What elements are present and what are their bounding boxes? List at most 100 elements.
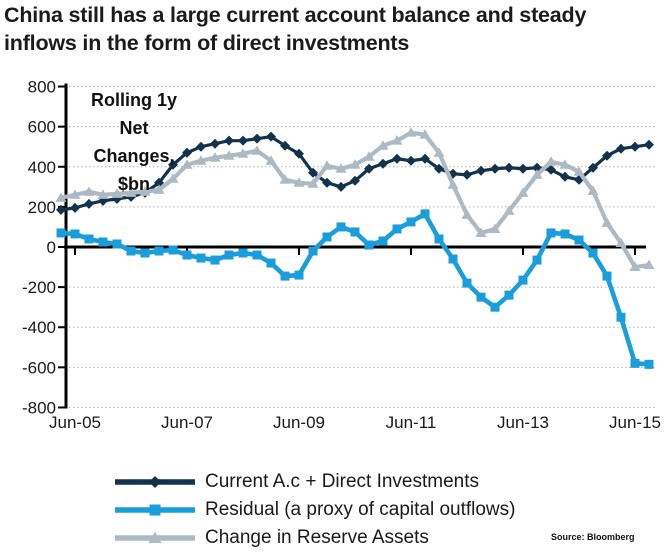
y-axis-label: -600 xyxy=(22,358,56,377)
diamond-marker xyxy=(462,169,472,180)
square-marker xyxy=(616,312,626,322)
diamond-marker xyxy=(644,139,654,150)
square-marker xyxy=(252,250,262,260)
chart-title-line1: China still has a large current account … xyxy=(4,3,587,27)
triangle-marker xyxy=(293,177,305,187)
diamond-marker xyxy=(420,153,430,164)
diamond-marker xyxy=(196,141,206,152)
square-marker xyxy=(140,248,150,258)
y-axis-label: 600 xyxy=(28,118,56,137)
chart-title-line2: inflows in the form of direct investment… xyxy=(4,31,410,55)
diamond-marker xyxy=(476,165,486,176)
diamond-marker xyxy=(252,133,262,144)
square-marker xyxy=(126,246,136,256)
triangle-marker xyxy=(517,187,529,197)
legend-item: Current A.c + Direct Investments xyxy=(112,468,515,496)
triangle-marker xyxy=(391,135,403,145)
triangle-marker xyxy=(475,227,487,237)
diamond-marker xyxy=(266,131,276,142)
diamond-marker xyxy=(406,155,416,166)
triangle-marker xyxy=(447,179,459,189)
chart-plot-svg: -800 -600 -400 -200 0 200 400 600 800 Jun-05 Jun-0… xyxy=(22,78,661,432)
legend-label: Change in Reserve Assets xyxy=(205,527,429,548)
triangle-marker xyxy=(148,531,162,543)
square-marker xyxy=(448,254,458,264)
triangle-marker xyxy=(251,145,263,155)
triangle-marker xyxy=(307,178,319,188)
legend-label: Current A.c + Direct Investments xyxy=(205,471,480,492)
square-marker xyxy=(154,246,164,256)
y-axis-label: -800 xyxy=(22,398,56,417)
square-marker xyxy=(532,255,542,265)
x-axis-label: Jun-13 xyxy=(497,413,549,432)
square-marker xyxy=(588,248,598,258)
triangle-marker xyxy=(153,184,165,194)
square-marker xyxy=(378,236,388,246)
triangle-marker xyxy=(643,259,655,270)
square-marker xyxy=(168,245,178,255)
triangle-marker xyxy=(111,188,123,198)
y-axis-label: 0 xyxy=(47,238,56,257)
y-axis-label: -200 xyxy=(22,278,56,297)
triangle-marker xyxy=(461,209,473,219)
triangle-marker xyxy=(167,173,179,183)
square-marker xyxy=(280,271,290,281)
triangle-marker xyxy=(265,155,277,165)
x-axis-label: Jun-07 xyxy=(161,413,213,432)
y-axis-label: 800 xyxy=(28,78,56,97)
chart-legend: Current A.c + Direct Investments Residua… xyxy=(112,468,515,552)
x-axis-label: Jun-11 xyxy=(386,413,437,432)
series-triangle xyxy=(55,127,655,272)
square-marker xyxy=(406,217,416,227)
diamond-marker xyxy=(434,163,444,174)
diamond-marker xyxy=(224,135,234,146)
diamond-marker xyxy=(294,148,304,159)
triangle-marker xyxy=(419,129,431,139)
diamond-marker xyxy=(560,171,570,182)
square-marker xyxy=(308,246,318,256)
triangle-marker xyxy=(405,127,417,137)
triangle-marker xyxy=(223,150,235,160)
series-line xyxy=(60,135,650,212)
square-marker xyxy=(546,228,556,238)
series-square xyxy=(56,209,654,369)
square-marker xyxy=(238,248,248,258)
chart-area: -800 -600 -400 -200 0 200 400 600 800 Jun-05 Jun-0… xyxy=(0,70,669,450)
square-marker xyxy=(56,228,66,238)
diamond-marker xyxy=(602,150,612,161)
triangle-marker xyxy=(209,152,221,162)
triangle-marker xyxy=(531,169,543,179)
y-axis-label: 400 xyxy=(28,158,56,177)
square-marker xyxy=(322,232,332,242)
x-axis-label: Jun-09 xyxy=(273,413,325,432)
square-marker xyxy=(630,358,640,368)
triangle-marker xyxy=(433,147,445,157)
triangle-marker xyxy=(363,151,375,161)
diamond-marker xyxy=(308,167,318,178)
square-marker xyxy=(574,235,584,245)
x-axis-label: Jun-15 xyxy=(609,413,661,432)
square-marker xyxy=(182,250,192,260)
legend-swatch-square-icon xyxy=(115,504,195,516)
legend-label: Residual (a proxy of capital outflows) xyxy=(205,499,516,520)
square-marker xyxy=(434,234,444,244)
y-axis-label: -400 xyxy=(22,318,56,337)
square-marker xyxy=(518,275,528,285)
square-marker xyxy=(350,227,360,237)
square-marker xyxy=(336,222,346,232)
triangle-marker xyxy=(489,223,501,233)
square-marker xyxy=(364,240,374,250)
diamond-marker xyxy=(364,163,374,174)
triangle-marker xyxy=(97,189,109,199)
square-marker xyxy=(602,271,612,281)
square-marker xyxy=(70,229,80,239)
diamond-marker xyxy=(210,138,220,149)
square-marker xyxy=(84,234,94,244)
square-marker xyxy=(644,359,654,369)
diamond-marker xyxy=(616,143,626,154)
triangle-marker xyxy=(587,185,599,195)
diamond-marker xyxy=(518,163,528,174)
diamond-marker xyxy=(378,158,388,169)
triangle-marker xyxy=(349,159,361,169)
square-marker xyxy=(490,302,500,312)
